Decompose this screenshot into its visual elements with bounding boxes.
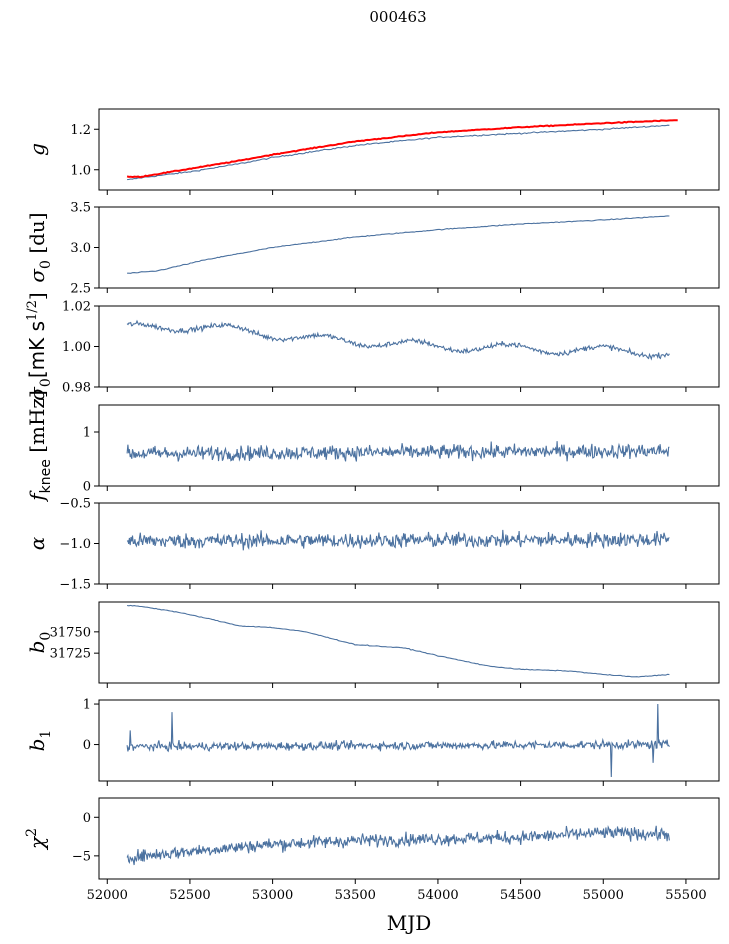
axes-frame [98, 206, 720, 289]
y-tick-label: 1.2 [70, 123, 91, 138]
series-line-1 [126, 703, 670, 778]
x-tick-label: 52000 [87, 888, 128, 903]
x-tick-label: 53000 [252, 888, 293, 903]
y-axis-label: χ2 [24, 828, 49, 851]
panel-2: 2.5 3.0 3.5 σ0 [du] [25, 201, 720, 297]
series-line-1 [126, 441, 670, 462]
panel-5: −1.5 −1.0 −0.5 α [25, 497, 720, 593]
panels: 1.0 1.2 g 2.5 3.0 3.5 σ0 [du] 0.98 1.00 1.02 σ0[mK… [24, 108, 720, 935]
x-tick-label: 54500 [500, 888, 541, 903]
y-tick-label: 3.0 [70, 241, 91, 256]
y-axis-label: σ0 [du] [25, 212, 54, 282]
series-line-1 [126, 319, 670, 361]
y-tick-label: 1.00 [62, 340, 91, 355]
panel-8: −5 0 52000 52500 53000 53500 54000 54500 55000 55… [24, 797, 720, 935]
y-axis-label: g [25, 143, 49, 156]
figure-title: 000463 [369, 8, 426, 26]
series-line-1 [127, 124, 670, 181]
x-axis-label: MJD [387, 911, 432, 935]
y-tick-label: 0.98 [62, 381, 91, 396]
y-tick-label: 1.0 [70, 163, 91, 178]
x-tick-label: 55500 [665, 888, 706, 903]
y-tick-label: 1 [83, 698, 91, 713]
y-tick-label: −0.5 [59, 497, 91, 512]
x-tick-label: 55000 [583, 888, 624, 903]
y-tick-label: 2.5 [70, 282, 91, 297]
y-axis-label: b1 [25, 730, 54, 752]
series-line-1 [126, 529, 670, 551]
series-line-1 [126, 825, 670, 866]
x-tick-label: 54000 [417, 888, 458, 903]
axes-frame [98, 502, 720, 585]
y-tick-label: 3.5 [70, 201, 91, 216]
y-tick-label: −1.5 [59, 578, 91, 593]
y-tick-label: −5 [72, 849, 91, 864]
axes-frame [98, 699, 720, 782]
y-tick-label: −1.0 [59, 537, 91, 552]
series-line-1 [127, 215, 670, 274]
panel-1: 1.0 1.2 g [25, 108, 720, 195]
y-tick-label: 0 [83, 480, 91, 495]
panel-3: 0.98 1.00 1.02 σ0[mK s1/2] [25, 292, 720, 401]
y-axis-label: σ0[mK s1/2] [25, 292, 54, 401]
series-line-2 [126, 119, 678, 179]
axes-frame [98, 797, 720, 880]
panel-4: 0 1 fknee [mHz] [25, 390, 720, 503]
y-axis-label: b0 [25, 632, 54, 654]
y-tick-label: 1.02 [62, 300, 91, 315]
axes-frame [98, 305, 720, 388]
y-axis-label: α [25, 536, 49, 550]
x-tick-label: 52500 [169, 888, 210, 903]
axes-frame [98, 108, 720, 191]
y-tick-label: 31750 [50, 625, 91, 640]
y-axis-label: fknee [mHz] [25, 390, 54, 503]
axes-frame [98, 404, 720, 487]
y-tick-label: 31725 [50, 647, 91, 662]
y-tick-label: 1 [83, 426, 91, 441]
y-tick-label: 0 [83, 811, 91, 826]
axes-frame [98, 601, 720, 684]
panel-7: 0 1 b1 [25, 698, 720, 786]
x-tick-label: 53500 [335, 888, 376, 903]
y-tick-label: 0 [83, 738, 91, 753]
series-line-1 [127, 604, 670, 678]
